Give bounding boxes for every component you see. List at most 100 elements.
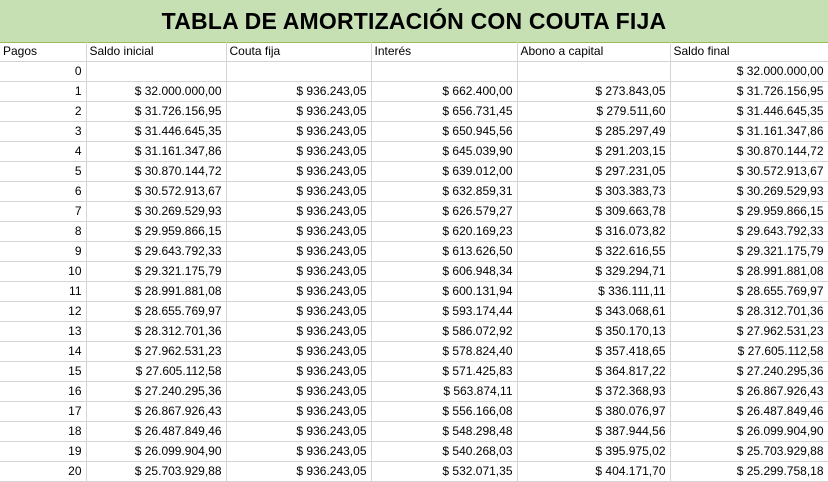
cell-saldo-inicial[interactable]: $ 29.321.175,79 — [86, 261, 227, 282]
cell-abono-capital[interactable]: $ 285.297,49 — [517, 121, 671, 142]
cell-abono-capital[interactable]: $ 380.076,97 — [517, 401, 671, 422]
cell-saldo-inicial[interactable]: $ 29.643.792,33 — [86, 241, 227, 262]
cell-saldo-final[interactable]: $ 31.726.156,95 — [670, 81, 828, 102]
cell-pagos[interactable]: 8 — [0, 221, 87, 242]
cell-couta-fija[interactable]: $ 936.243,05 — [226, 81, 372, 102]
cell-abono-capital[interactable] — [517, 61, 671, 82]
cell-saldo-inicial[interactable]: $ 31.446.645,35 — [86, 121, 227, 142]
header-pagos[interactable]: Pagos — [0, 42, 87, 62]
cell-saldo-inicial[interactable]: $ 28.312.701,36 — [86, 321, 227, 342]
cell-pagos[interactable]: 12 — [0, 301, 87, 322]
header-abono-capital[interactable]: Abono a capital — [517, 42, 671, 62]
cell-interes[interactable]: $ 662.400,00 — [371, 81, 518, 102]
cell-saldo-final[interactable]: $ 29.959.866,15 — [670, 201, 828, 222]
cell-saldo-inicial[interactable]: $ 25.703.929,88 — [86, 461, 227, 482]
cell-saldo-inicial[interactable]: $ 32.000.000,00 — [86, 81, 227, 102]
cell-interes[interactable]: $ 600.131,94 — [371, 281, 518, 302]
cell-interes[interactable]: $ 620.169,23 — [371, 221, 518, 242]
cell-abono-capital[interactable]: $ 387.944,56 — [517, 421, 671, 442]
cell-interes[interactable]: $ 586.072,92 — [371, 321, 518, 342]
cell-pagos[interactable]: 6 — [0, 181, 87, 202]
cell-couta-fija[interactable]: $ 936.243,05 — [226, 301, 372, 322]
cell-abono-capital[interactable]: $ 404.171,70 — [517, 461, 671, 482]
cell-saldo-final[interactable]: $ 26.487.849,46 — [670, 401, 828, 422]
cell-couta-fija[interactable]: $ 936.243,05 — [226, 401, 372, 422]
cell-interes[interactable]: $ 645.039,90 — [371, 141, 518, 162]
cell-couta-fija[interactable] — [226, 61, 372, 82]
header-couta-fija[interactable]: Couta fija — [226, 42, 372, 62]
cell-saldo-final[interactable]: $ 27.605.112,58 — [670, 341, 828, 362]
cell-abono-capital[interactable]: $ 303.383,73 — [517, 181, 671, 202]
cell-pagos[interactable]: 18 — [0, 421, 87, 442]
cell-pagos[interactable]: 9 — [0, 241, 87, 262]
cell-pagos[interactable]: 17 — [0, 401, 87, 422]
cell-abono-capital[interactable]: $ 273.843,05 — [517, 81, 671, 102]
cell-couta-fija[interactable]: $ 936.243,05 — [226, 261, 372, 282]
cell-interes[interactable] — [371, 61, 518, 82]
cell-saldo-final[interactable]: $ 30.572.913,67 — [670, 161, 828, 182]
cell-abono-capital[interactable]: $ 309.663,78 — [517, 201, 671, 222]
cell-saldo-final[interactable]: $ 25.703.929,88 — [670, 441, 828, 462]
cell-saldo-final[interactable]: $ 30.870.144,72 — [670, 141, 828, 162]
cell-interes[interactable]: $ 532.071,35 — [371, 461, 518, 482]
cell-saldo-inicial[interactable]: $ 30.572.913,67 — [86, 181, 227, 202]
cell-abono-capital[interactable]: $ 343.068,61 — [517, 301, 671, 322]
sheet-title[interactable]: TABLA DE AMORTIZACIÓN CON COUTA FIJA — [0, 0, 828, 43]
cell-couta-fija[interactable]: $ 936.243,05 — [226, 241, 372, 262]
cell-abono-capital[interactable]: $ 322.616,55 — [517, 241, 671, 262]
cell-saldo-inicial[interactable]: $ 31.726.156,95 — [86, 101, 227, 122]
cell-couta-fija[interactable]: $ 936.243,05 — [226, 161, 372, 182]
cell-pagos[interactable]: 7 — [0, 201, 87, 222]
cell-pagos[interactable]: 11 — [0, 281, 87, 302]
cell-interes[interactable]: $ 656.731,45 — [371, 101, 518, 122]
cell-pagos[interactable]: 19 — [0, 441, 87, 462]
cell-interes[interactable]: $ 650.945,56 — [371, 121, 518, 142]
cell-saldo-inicial[interactable]: $ 28.991.881,08 — [86, 281, 227, 302]
cell-pagos[interactable]: 2 — [0, 101, 87, 122]
cell-interes[interactable]: $ 563.874,11 — [371, 381, 518, 402]
cell-abono-capital[interactable]: $ 372.368,93 — [517, 381, 671, 402]
cell-pagos[interactable]: 20 — [0, 461, 87, 482]
cell-couta-fija[interactable]: $ 936.243,05 — [226, 421, 372, 442]
cell-abono-capital[interactable]: $ 357.418,65 — [517, 341, 671, 362]
cell-saldo-final[interactable]: $ 27.962.531,23 — [670, 321, 828, 342]
cell-saldo-final[interactable]: $ 31.161.347,86 — [670, 121, 828, 142]
header-saldo-final[interactable]: Saldo final — [670, 42, 828, 62]
cell-saldo-final[interactable]: $ 30.269.529,93 — [670, 181, 828, 202]
cell-saldo-final[interactable]: $ 27.240.295,36 — [670, 361, 828, 382]
cell-couta-fija[interactable]: $ 936.243,05 — [226, 201, 372, 222]
cell-saldo-inicial[interactable]: $ 31.161.347,86 — [86, 141, 227, 162]
cell-saldo-inicial[interactable]: $ 29.959.866,15 — [86, 221, 227, 242]
cell-couta-fija[interactable]: $ 936.243,05 — [226, 121, 372, 142]
cell-saldo-final[interactable]: $ 32.000.000,00 — [670, 61, 828, 82]
cell-pagos[interactable]: 15 — [0, 361, 87, 382]
cell-interes[interactable]: $ 632.859,31 — [371, 181, 518, 202]
cell-saldo-final[interactable]: $ 28.991.881,08 — [670, 261, 828, 282]
cell-couta-fija[interactable]: $ 936.243,05 — [226, 441, 372, 462]
cell-interes[interactable]: $ 639.012,00 — [371, 161, 518, 182]
cell-saldo-final[interactable]: $ 29.321.175,79 — [670, 241, 828, 262]
cell-saldo-inicial[interactable] — [86, 61, 227, 82]
cell-couta-fija[interactable]: $ 936.243,05 — [226, 321, 372, 342]
cell-pagos[interactable]: 10 — [0, 261, 87, 282]
cell-saldo-inicial[interactable]: $ 28.655.769,97 — [86, 301, 227, 322]
cell-saldo-final[interactable]: $ 25.299.758,18 — [670, 461, 828, 482]
cell-pagos[interactable]: 13 — [0, 321, 87, 342]
cell-interes[interactable]: $ 593.174,44 — [371, 301, 518, 322]
cell-abono-capital[interactable]: $ 279.511,60 — [517, 101, 671, 122]
cell-interes[interactable]: $ 556.166,08 — [371, 401, 518, 422]
cell-couta-fija[interactable]: $ 936.243,05 — [226, 281, 372, 302]
cell-pagos[interactable]: 5 — [0, 161, 87, 182]
cell-couta-fija[interactable]: $ 936.243,05 — [226, 341, 372, 362]
cell-abono-capital[interactable]: $ 291.203,15 — [517, 141, 671, 162]
cell-couta-fija[interactable]: $ 936.243,05 — [226, 381, 372, 402]
cell-saldo-inicial[interactable]: $ 26.487.849,46 — [86, 421, 227, 442]
cell-saldo-final[interactable]: $ 26.099.904,90 — [670, 421, 828, 442]
cell-interes[interactable]: $ 540.268,03 — [371, 441, 518, 462]
cell-abono-capital[interactable]: $ 316.073,82 — [517, 221, 671, 242]
cell-couta-fija[interactable]: $ 936.243,05 — [226, 101, 372, 122]
cell-couta-fija[interactable]: $ 936.243,05 — [226, 141, 372, 162]
header-interes[interactable]: Interés — [371, 42, 518, 62]
cell-abono-capital[interactable]: $ 350.170,13 — [517, 321, 671, 342]
cell-saldo-inicial[interactable]: $ 30.870.144,72 — [86, 161, 227, 182]
